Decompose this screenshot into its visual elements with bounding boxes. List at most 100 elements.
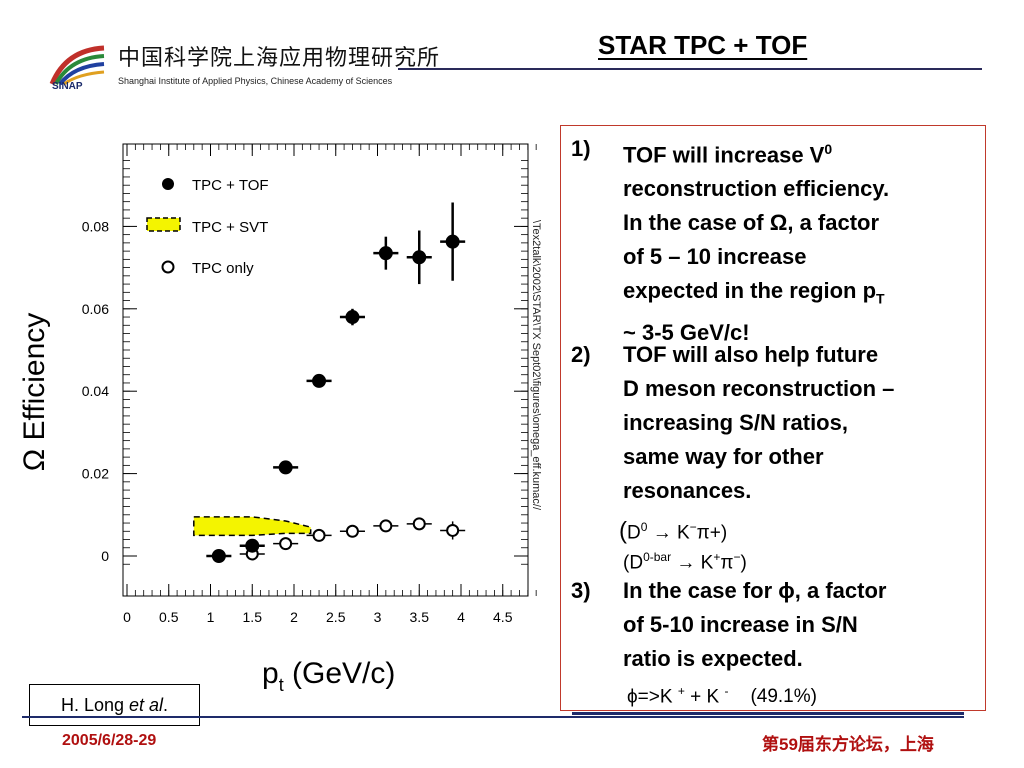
x-tick-label: 4.5 [493,609,513,625]
p2-line-4: same way for other [623,444,824,469]
legend-marker-tpc-svt [146,217,181,232]
notes-box-underline [572,712,964,715]
decay-d0bar-rest: → K [671,552,714,574]
tpc-tof-point [345,310,360,325]
decay-d0: (D0 → K−π+) [619,512,727,548]
decay-phi-b: + K [684,686,725,708]
decay-phi-br: (49.1%) [750,686,817,708]
legend-marker-tpc-tof [162,178,174,190]
point-2-text: TOF will also help future D meson recons… [623,338,983,508]
sinap-logo [49,45,105,86]
point-3-text: In the case for ϕ, a factor of 5-10 incr… [623,574,973,676]
x-tick-label: 3 [374,609,382,625]
x-tick-label: 1 [207,609,215,625]
decay-d0bar: (D0-bar → K+π−) [623,542,747,578]
p3-line-3: ratio is expected. [623,646,803,671]
legend-marker-tpc-only [161,260,175,274]
decay-d0bar-close: ) [740,552,747,574]
forum-suffix: 届东方论坛，上海 [797,735,934,754]
legend-label: TPC only [192,260,254,277]
p2-line-5: resonances. [623,478,752,503]
p3-line-2: of 5-10 increase in S/N [623,612,858,637]
org-name-english: Shanghai Institute of Applied Physics, C… [118,76,393,86]
x-tick-label: 2 [290,609,298,625]
svt-band-layer [193,516,312,537]
y-tick-label: 0.08 [82,218,109,234]
x-tick-label: 2.5 [326,609,346,625]
credit-etal: et al [129,695,164,715]
x-tick-label: 0.5 [159,609,179,625]
x-axis-label-sub: t [279,675,284,695]
notes-box: 1) TOF will increase V0 reconstruction e… [560,125,986,711]
tpc-tof-point [278,460,293,475]
svt-band [193,516,312,537]
file-path-annotation: \Tex2talk\2002\STAR\TX Sept02\figures\om… [530,220,542,511]
p1-sup: 0 [824,141,833,157]
tpc-only-point [412,517,426,531]
forum-prefix: 第 [762,735,779,754]
x-axis-label-unit: (GeV/c) [284,657,396,690]
forum-number: 59 [779,735,798,754]
logo-text: SINAP [52,81,83,92]
y-tick-label: 0.02 [82,466,109,482]
phi-symbol: ϕ [778,578,795,603]
x-tick-label: 1.5 [243,609,263,625]
tpc-tof-points [206,202,466,563]
x-axis-label: pt (GeV/c) [262,657,395,695]
credit-period: . [163,695,169,715]
tpc-only-point [446,523,460,537]
decay-d0bar-d-sup: 0-bar [643,550,672,564]
tpc-only-point [312,528,326,542]
legend-label: TPC + TOF [192,177,269,194]
p1-line-3a: In the case of [623,210,770,236]
p1-line-3b: , a factor [787,210,880,236]
y-axis-label: Ω Efficiency [18,313,51,472]
decay-d0bar-pi: π [720,552,734,574]
tpc-only-point [279,537,293,551]
omega-symbol: Ω [769,210,788,236]
y-tick-label: 0 [101,548,109,564]
tpc-tof-point [445,234,460,249]
decay-d0bar-k-sup: + [713,550,721,564]
credit-name: H. Long [60,695,129,715]
p2-line-3: increasing S/N ratios, [623,410,848,435]
decay-d0bar-d: (D [623,552,644,574]
point-3-number: 3) [571,578,591,603]
footer-divider [22,716,964,718]
decay-d0bar-pi-sup: − [733,550,741,564]
p3-line-1a: In the case for [623,578,779,603]
legend: TPC + TOF TPC + SVT TPC only [146,177,269,277]
decay-d0-d-sup: 0 [640,520,648,534]
x-tick-label: 0 [123,609,131,625]
p2-line-1: TOF will also help future [623,342,879,367]
title-divider [398,68,982,70]
decay-phi-b-sup: - [724,684,729,698]
tpc-tof-point [245,538,260,553]
decay-d0-open: ( [619,517,627,545]
decay-phi-a: =>K [637,686,678,708]
y-tick-label: 0.06 [82,301,109,317]
plot-frame [122,143,529,597]
author-credit: H. Long et al. [29,684,200,726]
p1-sub: T [876,290,885,307]
decay-d0-d: D [627,522,641,544]
p1-line-4: of 5 – 10 increase [623,244,807,270]
decay-d0-pi: π+) [696,522,728,544]
slide-title: STAR TPC + TOF [598,30,808,60]
point-2-number: 2) [571,342,591,367]
footer-forum: 第59届东方论坛，上海 [762,730,934,755]
tpc-only-point [345,524,359,538]
point-1-number: 1) [571,136,591,161]
legend-label: TPC + SVT [192,219,268,236]
p1-line-1: TOF will increase V [623,142,825,168]
decay-phi-symbol: ϕ [627,686,638,708]
point-1-text: TOF will increase V0 reconstruction effi… [623,132,973,350]
efficiency-chart: 0 0.5 1 1.5 2 2.5 3 3.5 4 4.5 0 0.02 0.04 0.06 0.08 TP… [18,143,537,695]
y-tick-label: 0.04 [82,383,109,399]
tpc-tof-point [312,373,327,388]
decay-d0-k-sup: − [689,520,697,534]
footer-date: 2005/6/28-29 [62,732,157,749]
p3-line-1b: , a factor [794,578,887,603]
decay-d0-rest: → K [647,522,690,544]
p2-line-2: D meson reconstruction – [623,376,895,401]
